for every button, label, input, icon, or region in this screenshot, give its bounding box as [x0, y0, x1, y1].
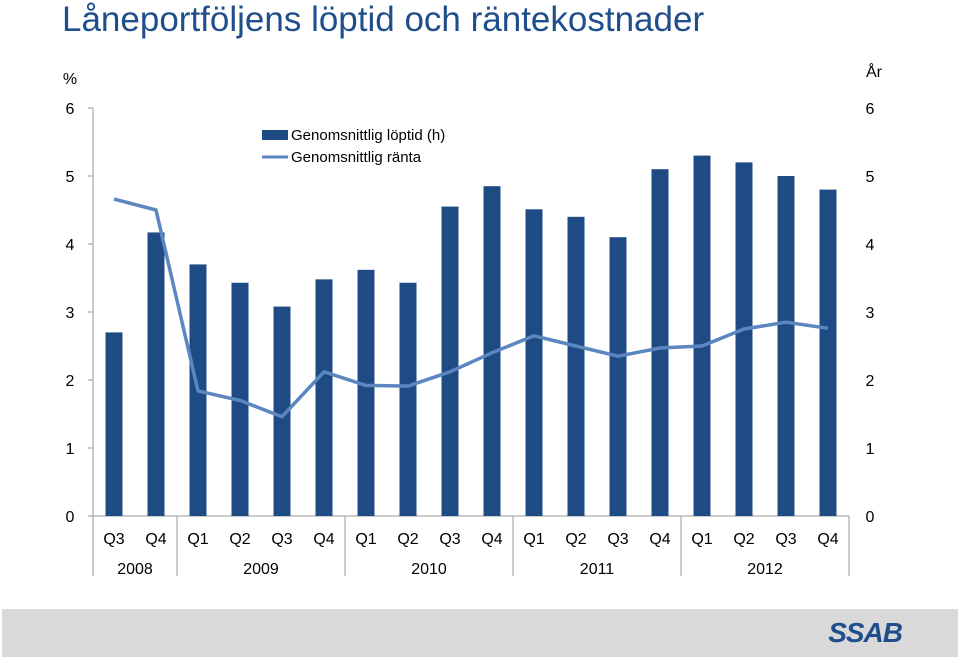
x-tick-label: Q4 — [481, 531, 502, 548]
chart: 0 0 1 1 2 2 3 3 4 4 5 5 6 6% År Q3 Q4 Q1 Q2 Q3 Q4 Q1 Q2 Q3 Q4 Q1 Q… — [63, 62, 883, 578]
y-tick-label-left: 1 — [66, 441, 75, 458]
x-tick-label: Q4 — [145, 531, 166, 548]
y-tick-label-left: 5 — [66, 169, 75, 186]
y-tick-label-left: 2 — [66, 373, 75, 390]
bar — [441, 206, 459, 516]
y-tick-label-left: 0 — [66, 509, 75, 526]
x-tick-label: Q4 — [817, 531, 838, 548]
bar — [525, 209, 543, 516]
bar — [735, 162, 753, 516]
chart-title: Låneportföljens löptid och räntekostnade… — [62, 0, 705, 39]
x-tick-label: Q2 — [229, 531, 250, 548]
x-tick-label: Q3 — [775, 531, 796, 548]
bar — [609, 237, 627, 516]
bar — [273, 306, 291, 516]
y-tick-label-left: 4 — [66, 237, 75, 254]
x-tick-label: Q2 — [733, 531, 754, 548]
bar — [651, 169, 669, 516]
x-tick-label: Q1 — [691, 531, 712, 548]
x-tick-label: Q3 — [607, 531, 628, 548]
y-tick-label-right: 2 — [866, 373, 875, 390]
bar — [819, 189, 837, 516]
footer-bar: SSAB — [2, 609, 958, 657]
legend-label-bar: Genomsnittlig löptid (h) — [291, 127, 445, 144]
bar — [105, 332, 123, 516]
series-line-genomsnittlig-ranta — [113, 197, 829, 419]
x-tick-label: Q4 — [649, 531, 670, 548]
x-tick-label: Q3 — [271, 531, 292, 548]
y-tick-label-right: 6 — [866, 101, 875, 118]
x-tick-label: Q2 — [565, 531, 586, 548]
x-tick-label: Q1 — [187, 531, 208, 548]
year-label: 2010 — [411, 561, 447, 578]
legend-swatch-bar — [262, 130, 288, 140]
y-tick-label-left: 3 — [66, 305, 75, 322]
y-tick-label-right: 0 — [866, 509, 875, 526]
y-tick-label-right: 3 — [866, 305, 875, 322]
y-tick-label-right: 5 — [866, 169, 875, 186]
y-tick-label-right: 4 — [866, 237, 875, 254]
x-tick-label: Q1 — [355, 531, 376, 548]
y-axis-label-left: % — [63, 71, 77, 88]
y-tick-label-right: 1 — [866, 441, 875, 458]
bar — [315, 279, 333, 516]
x-tick-label: Q4 — [313, 531, 334, 548]
year-label: 2008 — [117, 561, 153, 578]
bar — [777, 176, 795, 516]
year-label: 2011 — [580, 561, 615, 578]
year-label: 2012 — [747, 561, 783, 578]
ssab-logo: SSAB — [828, 617, 903, 648]
bar — [357, 269, 375, 516]
bar — [567, 216, 585, 517]
x-tick-label: Q2 — [397, 531, 418, 548]
legend-label-line: Genomsnittlig ränta — [291, 149, 422, 166]
bar — [693, 155, 711, 516]
x-tick-label: Q3 — [103, 531, 124, 548]
y-tick-label-left: 6 — [66, 101, 75, 118]
bar — [147, 232, 165, 516]
bar — [399, 282, 417, 516]
x-tick-label: Q1 — [523, 531, 544, 548]
y-axis-label-right: År — [866, 62, 883, 81]
year-label: 2009 — [243, 561, 279, 578]
x-tick-label: Q3 — [439, 531, 460, 548]
